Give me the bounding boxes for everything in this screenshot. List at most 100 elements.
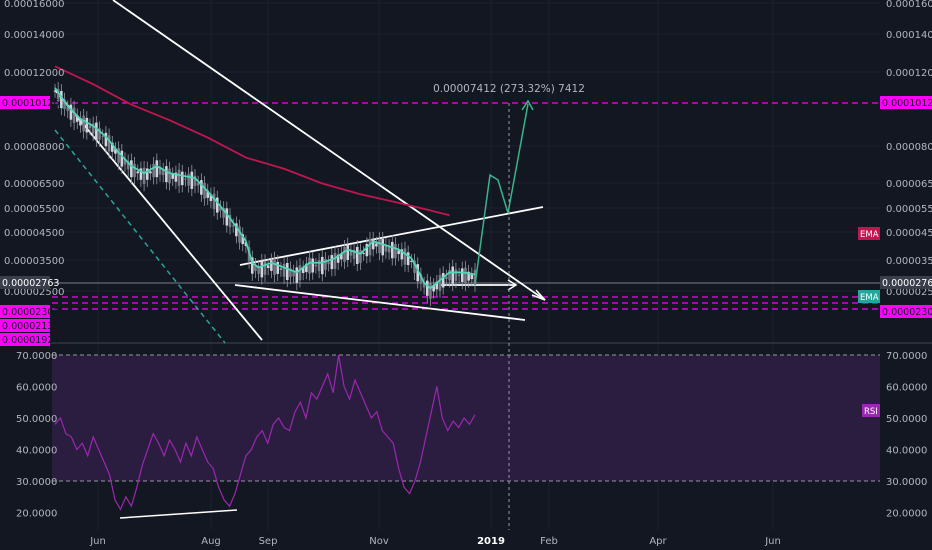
ema-slow-line [54, 65, 450, 217]
rsi-band [52, 355, 880, 481]
candle-body [340, 253, 343, 260]
trendline [54, 89, 263, 341]
candle-body [101, 136, 105, 138]
candle-body [419, 274, 423, 284]
candle-body [387, 245, 391, 253]
candle-body [441, 273, 445, 288]
rsi-divergence-line [119, 509, 238, 519]
candle-body [123, 159, 127, 165]
candle-body [235, 223, 238, 237]
rsi-tick-left: 70.0000 [16, 351, 57, 362]
candle-body [56, 88, 60, 102]
candle-body [130, 160, 133, 178]
price-tag-left-text: 0.00001924 [2, 335, 59, 346]
candle-body [136, 171, 140, 174]
candle-body [320, 256, 324, 275]
candle-body [422, 283, 426, 288]
candle-body [397, 250, 400, 255]
trendline [112, 0, 546, 301]
projection-path [474, 103, 529, 286]
candle-body [196, 182, 200, 186]
candle-body [149, 171, 152, 174]
candle-body [254, 264, 257, 272]
price-tick-right: 0.00002500 [886, 287, 932, 298]
candle-body [305, 263, 308, 273]
price-tag-left [0, 333, 50, 346]
price-tag-left-text: 0.00002133 [2, 321, 59, 332]
price-tick-left: 0.00005500 [4, 204, 64, 215]
price-tag-right-text: 0.00002303 [882, 307, 932, 318]
candle-body [257, 266, 260, 274]
price-tag-right-text: 0.00010126 [882, 98, 932, 109]
candle-body [464, 267, 467, 284]
candle-body [165, 166, 168, 183]
rsi-tick-right: 70.0000 [886, 351, 927, 362]
candle-body [225, 208, 229, 226]
candle-body [117, 148, 120, 163]
candle-body [330, 255, 334, 270]
candle-body [180, 171, 184, 186]
candle-body [314, 264, 318, 267]
time-tick: Apr [649, 536, 667, 547]
candle-body [88, 125, 92, 129]
candle-body [295, 267, 299, 283]
candle-body [69, 104, 73, 120]
candle-body [98, 128, 101, 140]
arrowhead [531, 289, 546, 301]
time-tick: Nov [369, 536, 389, 547]
candle-body [85, 117, 89, 133]
candle-body [82, 115, 85, 132]
candle-body [177, 169, 181, 186]
price-tick-right: 0.00003500 [886, 256, 932, 267]
candle-body [308, 257, 311, 274]
candle-body [75, 115, 79, 122]
rsi-series-line [54, 354, 476, 511]
candle-body [174, 172, 178, 182]
ema-fast-line [54, 87, 476, 290]
price-tag-left [0, 305, 50, 318]
candle-body [410, 260, 413, 262]
candle-body [301, 267, 305, 274]
rsi-tick-right: 30.0000 [886, 477, 927, 488]
candle-body [200, 180, 203, 195]
candle-body [371, 238, 375, 250]
candle-body [289, 268, 292, 278]
price-tick-right: 0.00016000 [886, 0, 932, 10]
candle-body [298, 265, 302, 281]
rsi-tag-text: RSI [864, 407, 878, 417]
trendline [234, 284, 526, 321]
candle-body [209, 194, 213, 202]
candle-body [168, 168, 171, 184]
candle-body [231, 225, 235, 227]
candle-body [282, 263, 286, 277]
candle-body [460, 268, 464, 282]
price-tick-left: 0.00016000 [4, 0, 64, 10]
candle-body [333, 253, 337, 269]
rsi-line [54, 354, 476, 511]
rsi-tick-right: 20.0000 [886, 509, 927, 520]
candle-body [79, 118, 82, 126]
candle-body [327, 262, 330, 265]
price-tag-left [0, 276, 50, 289]
candle-body [184, 178, 187, 180]
candle-body [362, 252, 365, 254]
candle-body [222, 208, 225, 218]
candle-body [343, 246, 346, 262]
candle-body [161, 169, 165, 176]
candle-body [438, 275, 442, 291]
price-tag-right [880, 96, 932, 109]
price-tick-right: 0.00012000 [886, 68, 932, 79]
price-tick-left: 0.00002500 [4, 287, 64, 298]
candle-body [368, 238, 372, 256]
candle-body [429, 283, 432, 299]
rsi-pane [52, 354, 880, 482]
candle-body [190, 171, 194, 189]
price-tick-right: 0.00008000 [886, 142, 932, 153]
time-tick: Feb [540, 536, 558, 547]
candle-body [171, 174, 175, 179]
candle-body [53, 90, 57, 92]
candle-body [435, 281, 439, 290]
price-tick-left: 0.00004500 [4, 228, 64, 239]
rsi-tick-right: 50.0000 [886, 414, 927, 425]
candle-body [266, 265, 270, 269]
